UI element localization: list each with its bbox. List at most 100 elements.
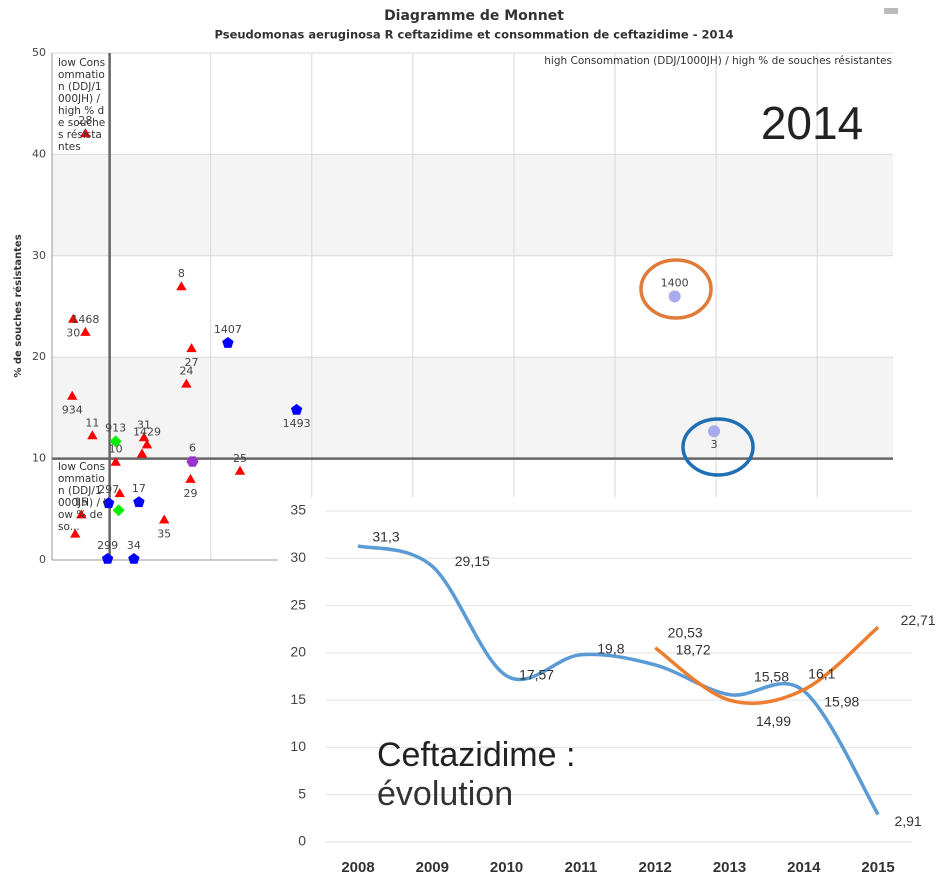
x-tick-label: 2012 (639, 859, 672, 876)
annotation: Ceftazidime : (377, 736, 575, 774)
point-label: 10 (109, 443, 123, 456)
point (186, 456, 199, 467)
y-tick-label: 10 (290, 738, 306, 754)
point (110, 456, 121, 466)
menu-icon (884, 8, 898, 14)
point (128, 553, 140, 564)
y-tick-label: 5 (298, 785, 306, 801)
y-tick-label: 15 (290, 691, 306, 707)
point (112, 504, 125, 517)
point (668, 290, 681, 303)
point (136, 448, 148, 458)
point (87, 430, 98, 440)
point (222, 337, 234, 348)
plot-band (52, 154, 893, 256)
point-label: 1400 (661, 276, 689, 289)
point (80, 128, 91, 138)
point-label: 913 (105, 421, 126, 434)
point (159, 514, 170, 524)
point-label: 34 (127, 539, 141, 552)
point (102, 497, 115, 509)
point-label: 299 (97, 539, 118, 552)
quadrant-label: low Consommation (DDJ/1000JH) / high % d… (58, 57, 106, 153)
point-label: 8 (178, 267, 185, 280)
data-label: 17,57 (519, 667, 554, 683)
point (101, 553, 114, 564)
plot-band (52, 357, 893, 459)
point (138, 432, 150, 442)
annotation: 2014 (761, 97, 863, 149)
data-label: 15,58 (754, 668, 789, 684)
point-label: 934 (62, 404, 83, 417)
y-tick-label: 30 (32, 249, 46, 262)
annotation: évolution (377, 775, 513, 813)
point-label: 1429 (133, 425, 161, 438)
point (68, 313, 79, 323)
chart-subtitle: Pseudomonas aeruginosa R ceftazidime et … (215, 28, 734, 42)
y-tick-label: 50 (32, 46, 46, 59)
point-label: 6 (189, 442, 196, 455)
data-label: 14,99 (756, 713, 791, 729)
point (290, 403, 303, 415)
point (708, 425, 721, 438)
y-tick-label: 30 (290, 549, 306, 565)
highlight-ring (639, 258, 713, 320)
x-tick-label: 2008 (341, 859, 374, 876)
point-label: 15 (74, 495, 88, 508)
point (186, 343, 197, 353)
point-label: 11 (85, 416, 99, 429)
x-tick-label: 2009 (416, 859, 449, 876)
highlight-ring (681, 417, 755, 477)
point (234, 465, 246, 475)
data-label: 19,8 (597, 640, 624, 656)
point-label: 27 (184, 356, 198, 369)
point (176, 281, 187, 291)
data-label: 18,72 (676, 642, 711, 658)
point (133, 496, 145, 508)
y-tick-label: 20 (32, 350, 46, 363)
x-tick-label: 2013 (713, 859, 746, 876)
chart-title: Diagramme de Monnet (384, 8, 564, 24)
data-label: 22,71 (901, 612, 936, 628)
point-label: 24 (179, 365, 193, 378)
point (185, 473, 196, 483)
point-label: 297 (98, 483, 119, 496)
point (70, 528, 81, 538)
data-label: 15,98 (824, 694, 859, 710)
data-label: 20,53 (668, 625, 703, 641)
point-label: 17 (132, 482, 146, 495)
point-label: 1407 (214, 323, 242, 336)
point-label: 28 (78, 114, 92, 127)
point (141, 439, 153, 449)
point (76, 509, 87, 519)
quadrant-label: low Consommation (DDJ/1000JH) / low % de… (58, 461, 107, 533)
point (114, 488, 125, 498)
point-label: 31 (137, 418, 151, 431)
y-tick-label: 0 (298, 833, 306, 849)
y-axis-label: % de souches résistantes (12, 234, 24, 377)
point (109, 435, 122, 448)
point-label: 35 (157, 527, 171, 540)
x-tick-label: 2011 (565, 859, 598, 876)
point (80, 326, 91, 336)
x-tick-label: 2010 (490, 859, 523, 876)
data-label: 16,1 (808, 665, 835, 681)
point-label: 30 (66, 327, 80, 340)
data-label: 29,15 (455, 553, 490, 569)
point-label: 1468 (71, 313, 99, 326)
point-label: 29 (183, 487, 197, 500)
point-label: 25 (233, 452, 247, 465)
point (67, 390, 78, 400)
y-tick-label: 20 (290, 644, 306, 660)
chart-background (278, 497, 937, 882)
line (654, 625, 880, 706)
x-tick-label: 2014 (787, 859, 821, 876)
point-label: 3 (711, 438, 718, 451)
quadrant-label: high Consommation (DDJ/1000JH) / high % … (544, 55, 892, 67)
data-label: 2,91 (894, 813, 921, 829)
data-label: 31,3 (372, 529, 399, 545)
y-tick-label: 10 (32, 452, 46, 465)
y-tick-label: 25 (290, 596, 306, 612)
